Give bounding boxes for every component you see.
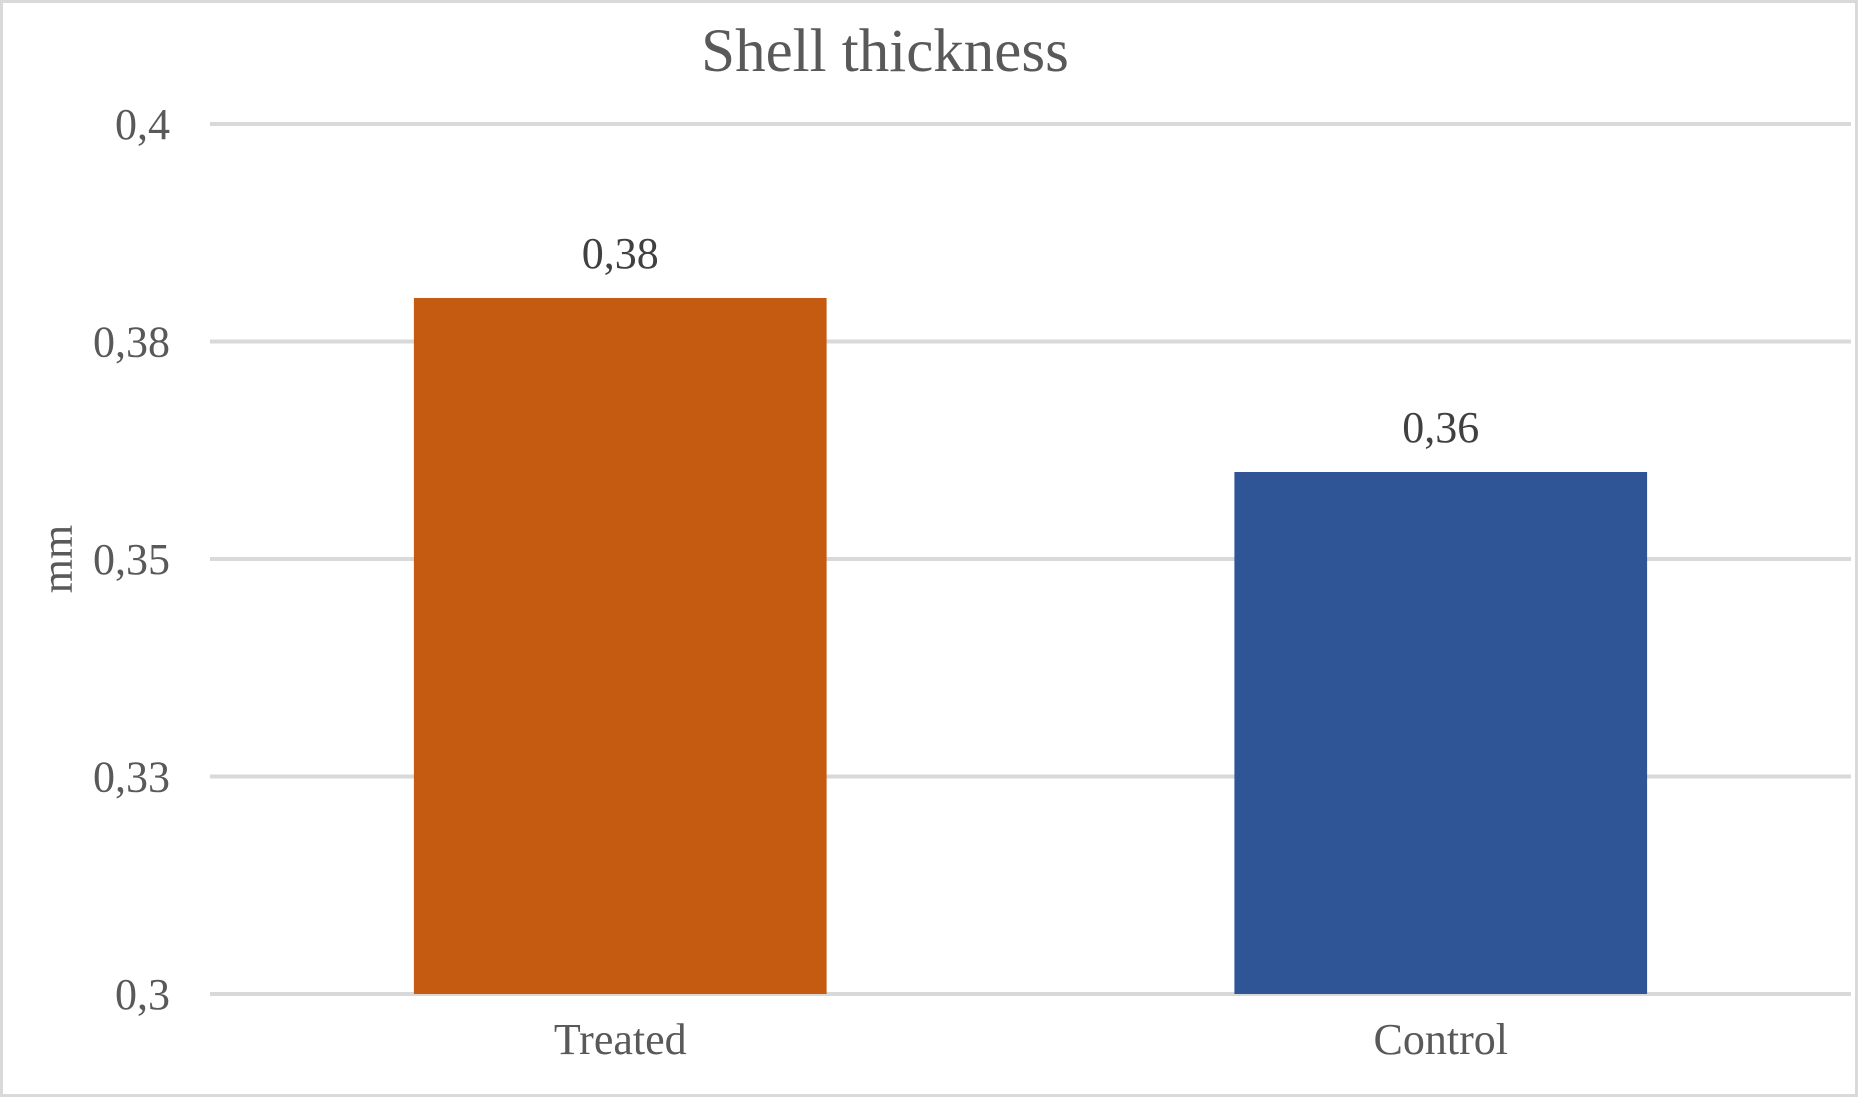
y-tick-label: 0,33 xyxy=(93,753,170,802)
y-tick-label: 0,38 xyxy=(93,318,170,367)
data-label: 0,36 xyxy=(1402,403,1479,452)
x-tick-label: Control xyxy=(1374,1015,1508,1064)
y-tick-label: 0,3 xyxy=(115,970,170,1019)
y-tick-label: 0,4 xyxy=(115,100,170,149)
bar-chart: Shell thickness 0,3 0,33 0,35 0,38 0,4 0,38 Tr… xyxy=(33,18,1851,1064)
labels: 0,3 0,33 0,35 0,38 0,4 0,38 Treated 0,36 Control xyxy=(93,100,1508,1064)
y-tick-label: 0,35 xyxy=(93,535,170,584)
bar-control xyxy=(1234,472,1648,994)
data-label: 0,38 xyxy=(582,229,659,278)
y-axis-label: mm xyxy=(33,525,82,593)
bars xyxy=(413,298,1648,994)
chart-title: Shell thickness xyxy=(701,18,1069,85)
x-tick-label: Treated xyxy=(554,1015,687,1064)
bar-treated xyxy=(413,298,827,994)
